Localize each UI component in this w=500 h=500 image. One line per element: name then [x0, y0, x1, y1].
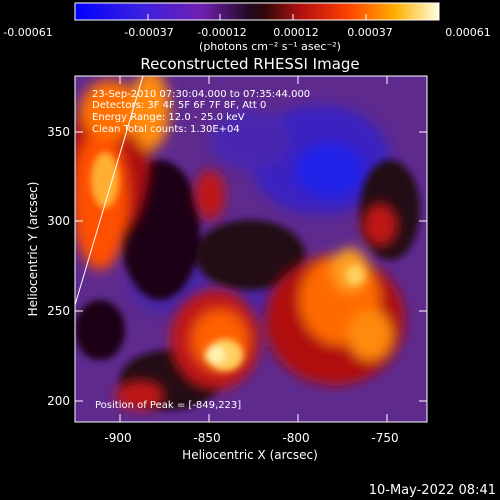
x-tick-label: -750 — [371, 431, 398, 445]
colorbar-ticks — [74, 14, 440, 20]
info-time-range: 23-Sep-2010 07:30:04.000 to 07:35:44.000 — [92, 89, 310, 100]
solar-limb-line — [75, 76, 144, 306]
x-tick-label: -850 — [193, 431, 220, 445]
colorbar-tick-label: -0.00037 — [124, 26, 173, 39]
timestamp: 10-May-2022 08:41 — [369, 483, 496, 498]
y-axis-label: Heliocentric Y (arcsec) — [26, 182, 40, 317]
y-tick-label: 250 — [47, 304, 70, 318]
y-axis-ticks — [75, 131, 427, 402]
peak-position-label: Position of Peak = [-849,223] — [95, 400, 241, 411]
info-energy-range: Energy Range: 12.0 - 25.0 keV — [92, 112, 245, 123]
y-tick-label: 200 — [47, 394, 70, 408]
colorbar-tick-label: 0.00012 — [273, 26, 319, 39]
x-tick-label: -800 — [282, 431, 309, 445]
x-tick-label: -900 — [104, 431, 131, 445]
colorbar — [74, 2, 440, 21]
x-axis-ticks — [119, 76, 388, 422]
colorbar-tick-label: -0.00061 — [3, 26, 52, 39]
y-tick-label: 300 — [47, 214, 70, 228]
colorbar-tick-label: 0.00037 — [347, 26, 393, 39]
plot-frame — [74, 75, 428, 423]
info-detectors: Detectors: 3F 4F 5F 6F 7F 8F, Att 0 — [92, 100, 266, 111]
colorbar-tick-label: -0.00012 — [197, 26, 246, 39]
colorbar-tick-label: 0.00061 — [445, 26, 491, 39]
info-clean-counts: Clean Total counts: 1.30E+04 — [92, 124, 240, 135]
x-axis-label: Heliocentric X (arcsec) — [182, 448, 318, 462]
y-tick-label: 350 — [47, 125, 70, 139]
colorbar-unit-label: (photons cm⁻² s⁻¹ asec⁻²) — [199, 40, 341, 53]
rhessi-image — [75, 76, 427, 422]
plot-title: Reconstructed RHESSI Image — [140, 55, 359, 73]
